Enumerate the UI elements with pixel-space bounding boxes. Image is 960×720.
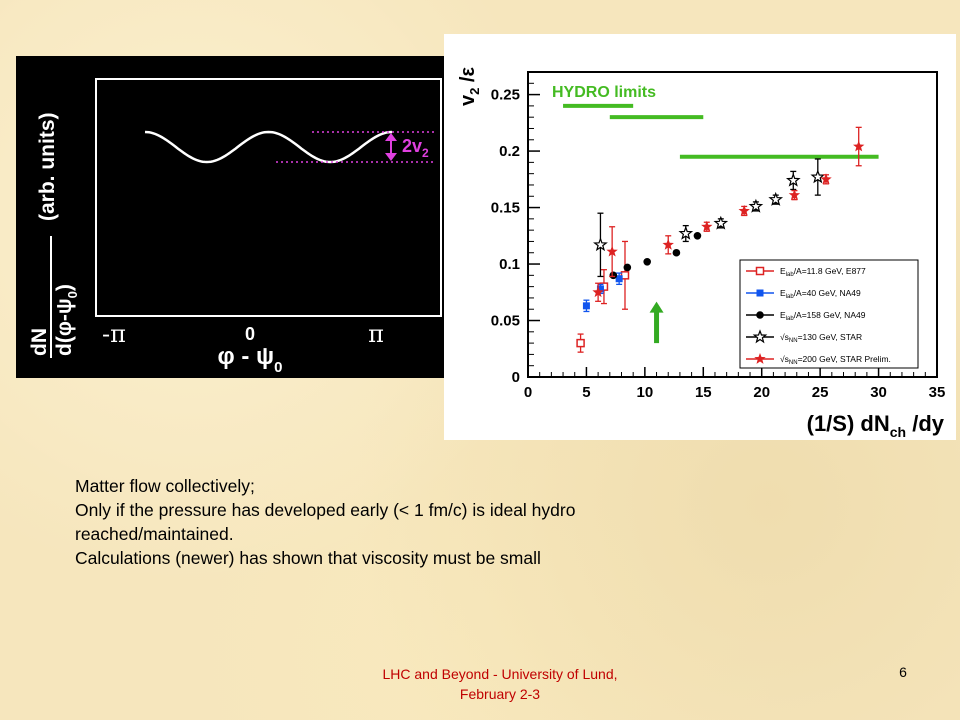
xtick-label: 10 xyxy=(637,384,654,401)
data-point-series-5 xyxy=(788,189,801,200)
data-point-series-3 xyxy=(672,248,681,257)
data-point-series-3 xyxy=(693,231,702,240)
data-point-series-5 xyxy=(820,173,832,185)
legend-box xyxy=(739,259,919,369)
data-points xyxy=(576,126,865,353)
xtick-label: 20 xyxy=(753,384,770,401)
cosine-curve xyxy=(144,130,393,164)
legend: Elab/A=11.8 GeV, E877 Elab/A=40 GeV, NA49… xyxy=(739,259,919,369)
ytick-label: 0.2 xyxy=(499,143,520,160)
figure-background xyxy=(16,56,446,378)
body-line-1: Matter flow collectively; xyxy=(75,476,255,496)
data-point-series-4 xyxy=(810,169,826,184)
legend-marker xyxy=(756,289,764,297)
slide-number: 6 xyxy=(899,664,907,680)
amplitude-arrow-head-top xyxy=(385,133,397,141)
amplitude-arrow-head-bottom xyxy=(385,153,397,161)
data-point-series-3 xyxy=(609,271,618,280)
legend-entry-4: √sNN=130 GeV, STAR xyxy=(780,332,862,344)
legend-marker xyxy=(754,353,766,364)
data-point-series-5 xyxy=(853,140,865,152)
data-point-series-2 xyxy=(615,275,623,283)
xtick-label: 30 xyxy=(870,384,887,401)
axes: 0 5 10 15 20 25 30 35 0 0.05 0.1 0.15 0.2 0.25 xyxy=(491,82,946,401)
data-point-series-3 xyxy=(643,257,651,266)
ytick-label: 0.25 xyxy=(491,87,520,104)
legend-entry-2: Elab/A=40 GeV, NA49 xyxy=(780,288,861,300)
footer: LHC and Beyond - University of Lund, Feb… xyxy=(330,664,670,704)
chart-xlabel: (1/S) dNch /dy xyxy=(807,411,945,440)
footer-line-1: LHC and Beyond - University of Lund, xyxy=(382,666,618,682)
plot-frame xyxy=(95,78,442,317)
data-point-series-4 xyxy=(748,198,764,213)
xtick-left: -π xyxy=(102,320,126,348)
data-point-series-4 xyxy=(713,215,729,230)
legend-entry-5: √sNN=200 GeV, STAR Prelim. xyxy=(780,354,891,366)
amplitude-label: 2v2 xyxy=(402,136,429,160)
left-xlabel: φ - ψ0 xyxy=(218,343,283,376)
green-arrow-head xyxy=(649,301,664,313)
ytick-label: 0.15 xyxy=(491,200,520,217)
data-point-series-4 xyxy=(768,191,784,206)
legend-marker xyxy=(752,329,768,344)
legend-entry-3: Elab/A=158 GeV, NA49 xyxy=(780,310,866,322)
data-point-series-5 xyxy=(606,245,618,257)
ylabel-dn: dN xyxy=(28,328,51,356)
data-point-series-4 xyxy=(593,237,608,252)
xtick-label: 0 xyxy=(524,384,532,401)
footer-line-2: February 2-3 xyxy=(459,686,541,702)
body-text: Matter flow collectively; Only if the pr… xyxy=(75,474,675,570)
data-point-series-5 xyxy=(738,204,750,216)
data-point-series-1 xyxy=(576,338,585,348)
ytick-label: 0 xyxy=(512,369,520,386)
body-line-2: Only if the pressure has developed early… xyxy=(75,500,576,544)
xtick-label: 15 xyxy=(695,384,712,401)
ylabel-denominator: d(φ-ψ0) xyxy=(53,284,80,356)
xtick-label: 5 xyxy=(582,384,590,401)
xtick-mid: 0 xyxy=(245,324,255,344)
legend-marker xyxy=(755,266,765,276)
ytick-label: 0.05 xyxy=(491,313,520,330)
chart-frame xyxy=(527,71,938,378)
data-point-series-2 xyxy=(582,302,590,310)
hydro-label: HYDRO limits xyxy=(552,84,656,101)
data-point-series-4 xyxy=(678,225,694,240)
ytick-label: 0.1 xyxy=(499,256,520,273)
data-point-series-3 xyxy=(623,263,632,272)
azimuthal-distribution-figure: 2v2 -π 0 π φ - ψ0 dN d(φ-ψ0) (arb. units… xyxy=(16,56,446,378)
data-point-series-5 xyxy=(701,220,713,232)
xtick-right: π xyxy=(368,320,384,348)
data-point-series-5 xyxy=(662,238,674,250)
xtick-label: 35 xyxy=(929,384,946,401)
chart-ylabel: v2 /ε xyxy=(457,67,482,106)
data-point-series-2 xyxy=(596,285,604,293)
ylabel-units: (arb. units) xyxy=(36,113,59,222)
v2-scaling-chart: 0 5 10 15 20 25 30 35 0 0.05 0.1 0.15 0.2 0.25 HYDRO … xyxy=(444,34,956,440)
left-ylabel: dN d(φ-ψ0) (arb. units) xyxy=(28,113,80,358)
xtick-label: 25 xyxy=(812,384,829,401)
hydro-limits xyxy=(563,103,879,344)
data-point-series-4 xyxy=(785,172,801,187)
data-point-series-5 xyxy=(592,286,604,298)
legend-marker xyxy=(756,311,764,319)
body-line-3: Calculations (newer) has shown that visc… xyxy=(75,548,541,568)
legend-entry-1: Elab/A=11.8 GeV, E877 xyxy=(780,266,866,278)
